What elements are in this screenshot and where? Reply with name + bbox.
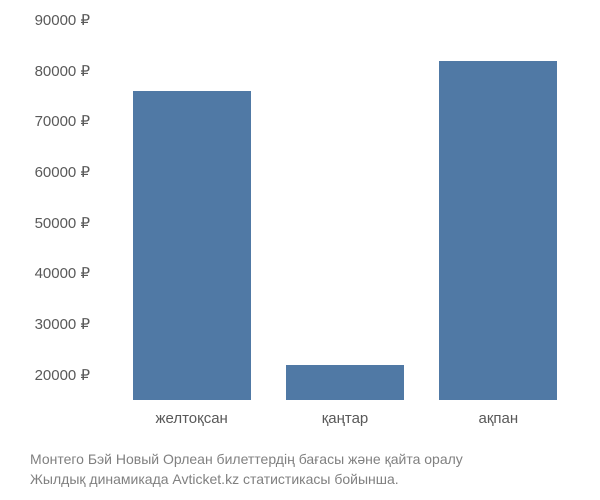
y-tick-label: 70000 ₽: [35, 112, 90, 130]
chart-caption: Монтего Бэй Новый Орлеан билеттердің бағ…: [30, 450, 590, 489]
y-tick-label: 20000 ₽: [35, 366, 90, 384]
x-tick-label: желтоқсан: [133, 410, 251, 427]
y-tick-label: 90000 ₽: [35, 11, 90, 29]
caption-line-2: Жылдық динамикада Avticket.kz статистика…: [30, 470, 590, 490]
y-axis: 20000 ₽ 30000 ₽ 40000 ₽ 50000 ₽ 60000 ₽ 70000…: [0, 20, 95, 400]
x-tick-label: қаңтар: [286, 410, 404, 427]
y-tick-label: 80000 ₽: [35, 62, 90, 80]
bar: [286, 365, 404, 400]
y-tick-label: 50000 ₽: [35, 214, 90, 232]
bars: [100, 20, 590, 400]
y-tick-label: 40000 ₽: [35, 264, 90, 282]
x-tick-label: ақпан: [439, 410, 557, 427]
x-axis: желтоқсан қаңтар ақпан: [100, 410, 590, 427]
y-tick-label: 60000 ₽: [35, 163, 90, 181]
bar: [439, 61, 557, 400]
caption-line-1: Монтего Бэй Новый Орлеан билеттердің бағ…: [30, 450, 590, 470]
plot-area: [100, 20, 590, 400]
bar-chart: 20000 ₽ 30000 ₽ 40000 ₽ 50000 ₽ 60000 ₽ 70000…: [0, 0, 600, 500]
bar: [133, 91, 251, 400]
y-tick-label: 30000 ₽: [35, 315, 90, 333]
